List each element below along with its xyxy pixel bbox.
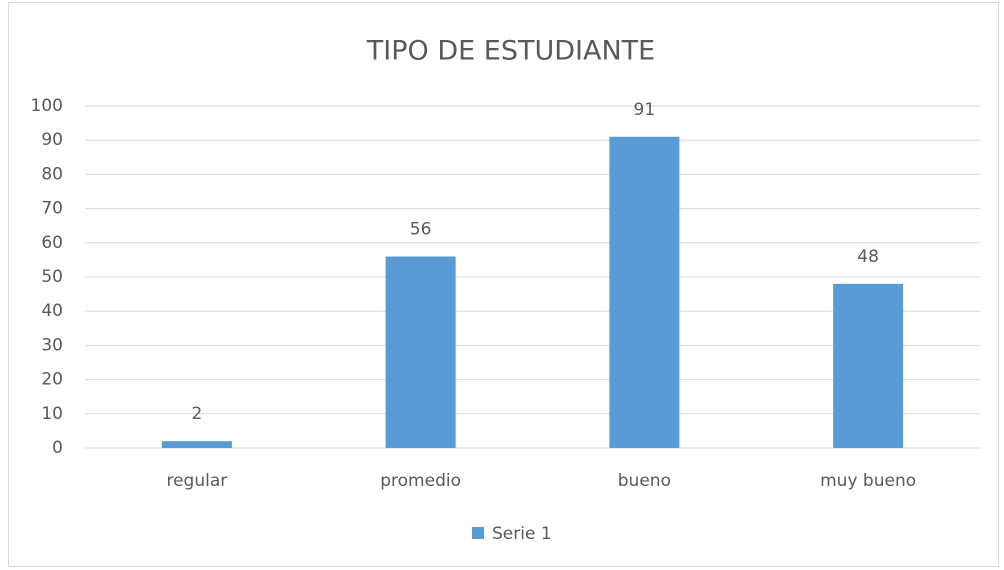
- y-tick-label: 0: [52, 438, 63, 458]
- bar: [161, 441, 232, 448]
- data-label: 56: [410, 219, 432, 239]
- data-label: 2: [191, 404, 202, 424]
- y-tick-label: 80: [41, 164, 63, 184]
- y-tick-label: 10: [41, 404, 63, 424]
- chart-title: TIPO DE ESTUDIANTE: [366, 36, 655, 67]
- y-tick-label: 90: [41, 130, 63, 150]
- y-tick-label: 60: [41, 233, 63, 253]
- x-tick-label: regular: [166, 471, 227, 491]
- y-tick-label: 40: [41, 301, 63, 321]
- y-tick-label: 20: [41, 370, 63, 390]
- bar: [385, 256, 456, 448]
- y-tick-label: 70: [41, 199, 63, 219]
- data-label: 91: [634, 100, 656, 120]
- y-tick-label: 30: [41, 335, 63, 355]
- bar: [833, 283, 904, 448]
- y-tick-label: 100: [31, 96, 63, 116]
- y-tick-label: 50: [41, 267, 63, 287]
- x-tick-label: promedio: [380, 471, 461, 491]
- bar: [609, 136, 680, 448]
- x-tick-label: muy bueno: [820, 471, 916, 491]
- data-label: 48: [857, 247, 879, 267]
- legend-swatch: [472, 527, 484, 539]
- legend-label: Serie 1: [492, 524, 552, 544]
- x-tick-label: bueno: [618, 471, 671, 491]
